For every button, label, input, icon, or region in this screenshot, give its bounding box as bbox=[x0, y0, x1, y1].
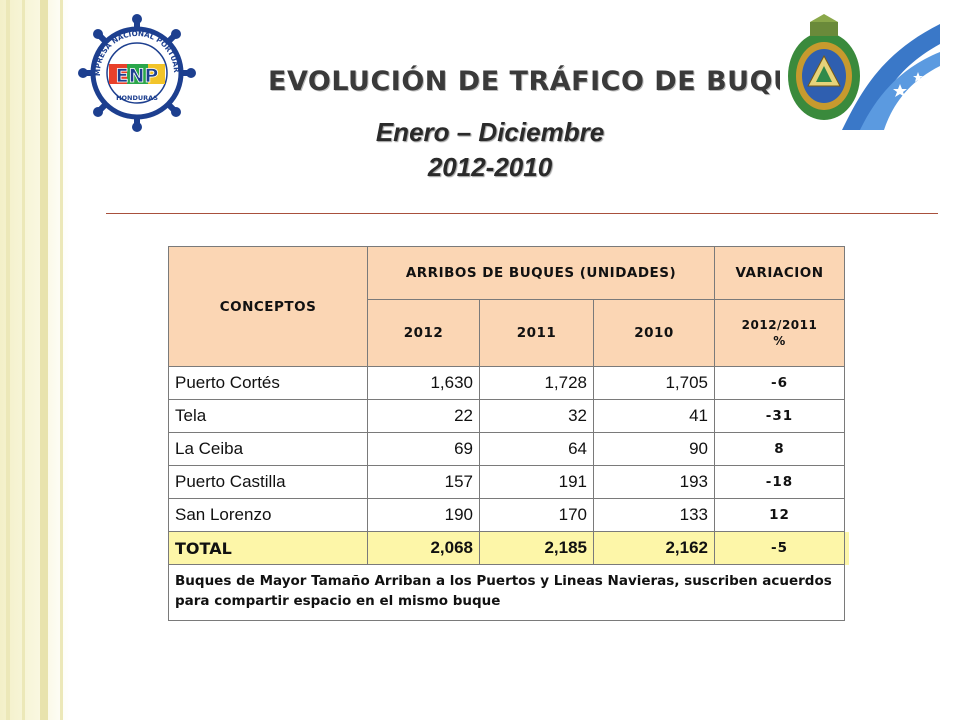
table-note: Buques de Mayor Tamaño Arriban a los Pue… bbox=[168, 564, 845, 621]
period-subtitle: Enero – Diciembre bbox=[375, 117, 605, 147]
decor-stripe bbox=[6, 0, 10, 720]
left-decoration bbox=[0, 0, 70, 720]
header-year-2010: 2010 bbox=[593, 299, 715, 367]
row-value-2010: 1,705 bbox=[593, 366, 715, 400]
row-name: Tela bbox=[168, 399, 368, 433]
row-value-2011: 191 bbox=[479, 465, 594, 499]
total-variation: -5 bbox=[714, 531, 845, 565]
row-value-2010: 90 bbox=[593, 432, 715, 466]
total-row: TOTAL 2,068 2,185 2,162 -5 bbox=[168, 531, 849, 565]
honduras-emblem bbox=[780, 14, 940, 130]
row-value-2010: 193 bbox=[593, 465, 715, 499]
header-year-2012: 2012 bbox=[367, 299, 480, 367]
row-value-2012: 190 bbox=[367, 498, 480, 532]
row-value-2010: 133 bbox=[593, 498, 715, 532]
table-row: Tela 22 32 41 -31 bbox=[168, 399, 849, 433]
table-row: San Lorenzo 190 170 133 12 bbox=[168, 498, 849, 532]
decor-stripe bbox=[60, 0, 63, 720]
page-title: EVOLUCIÓN DE TRÁFICO DE BUQUES bbox=[268, 66, 835, 97]
table-row: Puerto Cortés 1,630 1,728 1,705 -6 bbox=[168, 366, 849, 400]
table-row: Puerto Castilla 157 191 193 -18 bbox=[168, 465, 849, 499]
header-arribos: ARRIBOS DE BUQUES (UNIDADES) bbox=[367, 246, 715, 300]
total-2011: 2,185 bbox=[479, 531, 594, 565]
row-value-2012: 69 bbox=[367, 432, 480, 466]
row-value-2012: 22 bbox=[367, 399, 480, 433]
row-name: Puerto Cortés bbox=[168, 366, 368, 400]
traffic-table: CONCEPTOS ARRIBOS DE BUQUES (UNIDADES) V… bbox=[168, 246, 849, 621]
row-name: La Ceiba bbox=[168, 432, 368, 466]
table-row: La Ceiba 69 64 90 8 bbox=[168, 432, 849, 466]
header-conceptos: CONCEPTOS bbox=[168, 246, 368, 367]
enp-logo: EMPRESA NACIONAL PORTUARIA ENP HONDURAS bbox=[78, 14, 196, 132]
row-variation: -31 bbox=[714, 399, 845, 433]
row-name: Puerto Castilla bbox=[168, 465, 368, 499]
variation-period-label: 2012/2011 bbox=[741, 318, 818, 332]
row-value-2012: 157 bbox=[367, 465, 480, 499]
row-name: San Lorenzo bbox=[168, 498, 368, 532]
row-value-2011: 170 bbox=[479, 498, 594, 532]
header-variation-period: 2012/2011 % bbox=[714, 299, 845, 367]
row-value-2010: 41 bbox=[593, 399, 715, 433]
row-variation: 12 bbox=[714, 498, 845, 532]
row-variation: -18 bbox=[714, 465, 845, 499]
header-variacion: VARIACION bbox=[714, 246, 845, 300]
total-2012: 2,068 bbox=[367, 531, 480, 565]
row-value-2011: 64 bbox=[479, 432, 594, 466]
row-value-2012: 1,630 bbox=[367, 366, 480, 400]
period-years: 2012-2010 bbox=[427, 152, 553, 182]
row-value-2011: 32 bbox=[479, 399, 594, 433]
variation-percent-label: % bbox=[773, 334, 786, 348]
logo-bottom-text: HONDURAS bbox=[116, 94, 158, 102]
total-2010: 2,162 bbox=[593, 531, 715, 565]
row-variation: 8 bbox=[714, 432, 845, 466]
total-label: TOTAL bbox=[168, 531, 368, 565]
header-divider bbox=[106, 213, 938, 214]
row-variation: -6 bbox=[714, 366, 845, 400]
decor-stripe bbox=[22, 0, 25, 720]
decor-stripe bbox=[40, 0, 48, 720]
row-value-2011: 1,728 bbox=[479, 366, 594, 400]
logo-text: ENP bbox=[116, 65, 159, 87]
header-year-2011: 2011 bbox=[479, 299, 594, 367]
